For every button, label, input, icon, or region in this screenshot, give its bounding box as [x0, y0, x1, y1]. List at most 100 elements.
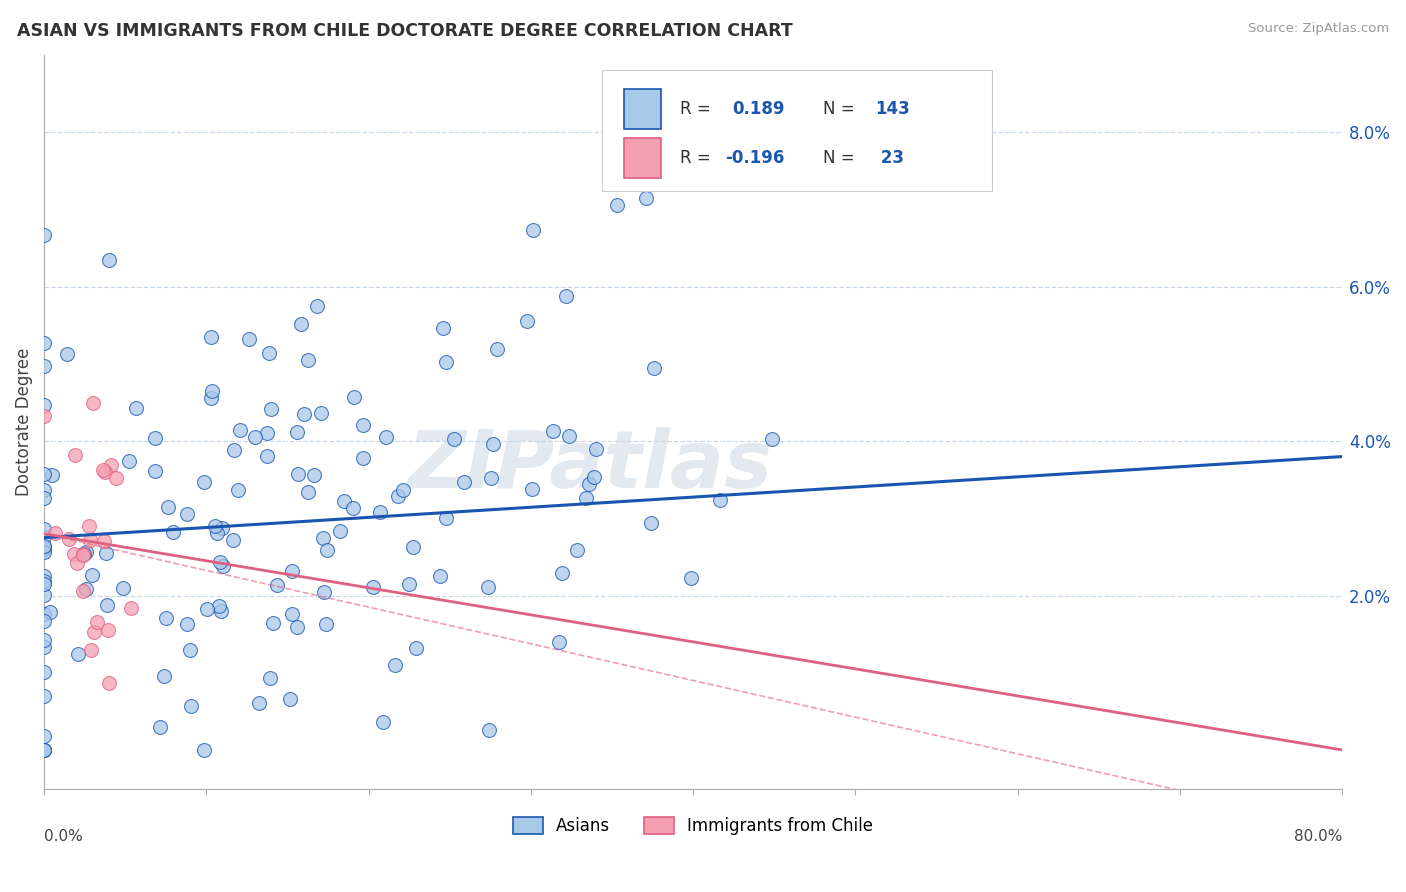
Point [558, 428, 581, 442]
Point [32, 632, 55, 647]
Point [432, 320, 454, 334]
Point [343, 390, 366, 404]
Point [222, 533, 245, 547]
Point [247, 696, 270, 710]
Point [342, 500, 364, 515]
Point [100, 458, 122, 473]
Point [32, 577, 55, 591]
Point [208, 599, 231, 613]
Point [176, 617, 198, 632]
Point [578, 477, 600, 491]
Text: ZIPatlas: ZIPatlas [406, 427, 772, 505]
Point [75, 544, 97, 558]
Point [761, 432, 783, 446]
Text: 23: 23 [875, 149, 904, 167]
Point [32, 743, 55, 757]
Point [176, 507, 198, 521]
Point [32, 359, 55, 374]
Point [111, 581, 134, 595]
Point [32, 569, 55, 583]
Point [209, 604, 232, 618]
Y-axis label: Doctorate Degree: Doctorate Degree [15, 348, 32, 496]
Point [41, 468, 63, 483]
FancyBboxPatch shape [602, 70, 991, 191]
Point [292, 407, 315, 421]
Point [72, 583, 94, 598]
Point [63, 547, 86, 561]
Point [606, 198, 628, 212]
Point [153, 669, 176, 683]
Point [375, 429, 398, 443]
Point [58, 532, 80, 546]
Point [104, 471, 127, 485]
Point [75, 582, 97, 596]
Point [312, 531, 335, 545]
Point [98, 252, 121, 267]
Point [281, 607, 304, 621]
Point [262, 615, 284, 630]
Text: R =: R = [681, 100, 711, 118]
Point [224, 443, 246, 458]
Point [80, 642, 103, 657]
Point [93, 534, 115, 549]
Point [180, 698, 202, 713]
Point [352, 417, 374, 432]
Point [179, 643, 201, 657]
Point [98, 676, 121, 690]
Point [266, 578, 288, 592]
Point [82, 395, 104, 409]
Point [32, 689, 55, 703]
Point [32, 743, 55, 757]
Point [479, 470, 502, 484]
Bar [624, 88, 661, 128]
Point [681, 572, 703, 586]
Point [520, 482, 543, 496]
Point [575, 491, 598, 505]
Point [541, 424, 564, 438]
Text: 80.0%: 80.0% [1294, 829, 1343, 844]
Text: 0.0%: 0.0% [44, 829, 83, 844]
Point [94, 546, 117, 560]
Point [72, 547, 94, 561]
Point [392, 483, 415, 497]
Point [259, 671, 281, 685]
Point [485, 343, 508, 357]
Point [32, 540, 55, 554]
Point [384, 658, 406, 673]
Point [55, 347, 77, 361]
Point [370, 505, 392, 519]
Point [155, 611, 177, 625]
Point [212, 558, 235, 573]
Point [478, 723, 501, 737]
Point [32, 522, 55, 536]
Point [434, 355, 457, 369]
Point [285, 620, 308, 634]
Point [32, 398, 55, 412]
Point [226, 483, 249, 498]
Point [297, 485, 319, 500]
Text: N =: N = [823, 149, 855, 167]
Point [302, 468, 325, 483]
Point [209, 555, 232, 569]
Point [257, 345, 280, 359]
Point [256, 426, 278, 441]
Point [280, 565, 302, 579]
Point [32, 607, 55, 621]
Point [315, 617, 337, 632]
Point [429, 568, 451, 582]
Text: N =: N = [823, 100, 855, 118]
Point [193, 743, 215, 757]
Point [522, 223, 544, 237]
Point [32, 729, 55, 743]
Point [229, 423, 252, 437]
Point [32, 588, 55, 602]
Point [32, 483, 55, 497]
Point [32, 545, 55, 559]
Point [316, 543, 339, 558]
Point [200, 391, 222, 405]
Text: 143: 143 [875, 100, 910, 118]
Point [548, 635, 571, 649]
Point [477, 580, 499, 594]
Point [640, 516, 662, 531]
Point [73, 547, 96, 561]
